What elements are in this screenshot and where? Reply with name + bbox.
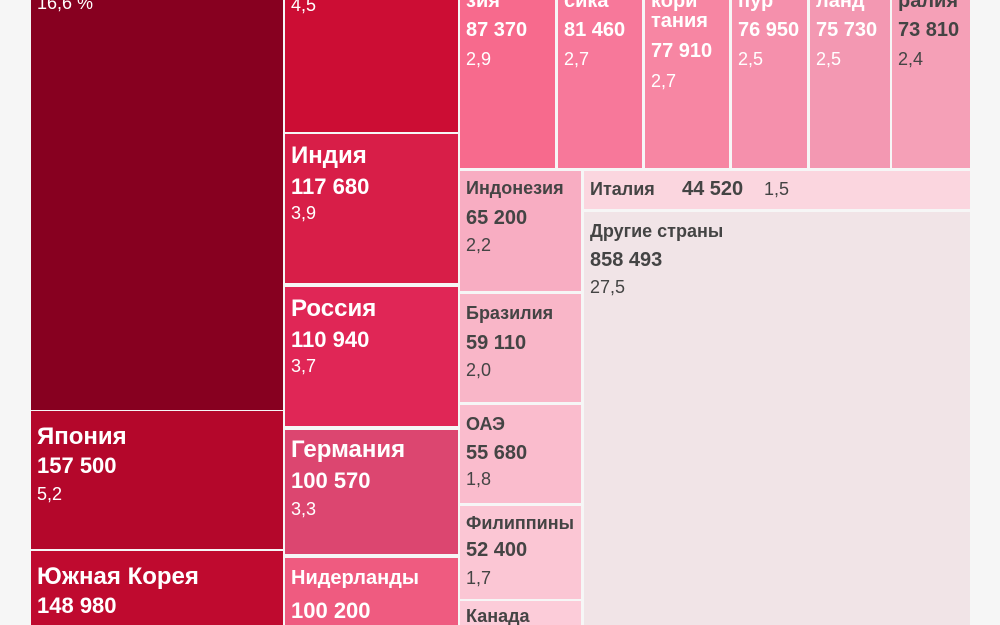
tile-label-cont: тания [651,10,708,32]
tile-label: ОАЭ [466,414,505,434]
tile-value: 59 110 [466,332,527,354]
tile-label: Южная Корея [37,563,199,590]
tile-percent: 1,8 [466,469,492,489]
tile-label: Филиппины [466,513,574,533]
tile-label: Россия [291,295,377,322]
tile-percent: 2,7 [651,71,677,91]
tile-япония: Япония 157 500 5,2 [31,411,283,549]
tile-канада: Канада [460,601,581,625]
tile-percent: 3,7 [291,356,317,376]
tile-бразилия: Бразилия 59 110 2,0 [460,294,581,402]
tile-percent: 2,5 [816,49,842,69]
tile-label: зия [466,0,500,12]
tile-пур: пур 76 950 2,5 [732,0,807,168]
tile-value: 858 493 [590,249,663,271]
tile-россия: Россия 110 940 3,7 [285,287,458,426]
tile-percent: 27,5 [590,277,626,297]
tile-percent: 2,2 [466,235,492,255]
tile-percent: 2,5 [738,49,764,69]
tile-label: ланд [816,0,865,12]
tile-германия: Германия 100 570 3,3 [285,430,458,554]
tile-value: 73 810 [898,19,960,41]
tile-value: 76 950 [738,19,800,41]
tile-value: 148 980 [37,593,117,618]
tile-label: ралия [898,0,959,12]
tile-label: Канада [466,606,530,625]
tile-value: 157 500 [37,453,117,478]
tile-label: Япония [37,423,127,450]
tile-индия: Индия 117 680 3,9 [285,134,458,283]
tile-оаэ: ОАЭ 55 680 1,8 [460,405,581,503]
tile-ланд: ланд 75 730 2,5 [810,0,890,168]
tile-label: сика [564,0,609,12]
tile-percent: 2,7 [564,49,590,69]
tile-value: 100 200 [291,598,371,623]
tile-label: Другие страны [590,221,724,241]
tile-южная-корея: Южная Корея 148 980 [31,551,283,625]
tile-label: Индонезия [466,178,564,198]
tile-зия: зия 87 370 2,9 [460,0,555,168]
tile-percent: 4,5 [291,0,317,15]
tile-item-3: 137 6104,5 [285,0,458,132]
tile-label: Германия [291,436,406,463]
tile-италия: Италия 44 520 1,5 [584,171,970,209]
tile-label: Нидерланды [291,567,419,589]
tile-percent: 16,6 % [37,0,94,13]
tile-сика: сика 81 460 2,7 [558,0,642,168]
tile-value: 81 460 [564,19,626,41]
tile-percent: 1,7 [466,568,492,588]
tile-филиппины: Филиппины 52 400 1,7 [460,506,581,599]
tile-percent: 3,9 [291,203,317,223]
tile-value: 117 680 [291,174,370,199]
tile-percent: 2,9 [466,49,492,69]
tile-нидерланды: Нидерланды 100 200 [285,558,458,625]
tile-percent: 5,2 [37,484,63,504]
tile-value: 52 400 [466,539,528,561]
tile-label: Индия [291,142,367,169]
tile-value: 75 730 [816,19,878,41]
tile-индонезия: Индонезия 65 200 2,2 [460,171,581,291]
tile-value: 44 520 [682,178,744,200]
tile-value: 100 570 [291,468,371,493]
tile-percent: 3,3 [291,499,317,519]
tile-ралия: ралия 73 810 2,4 [892,0,970,168]
tile-value: 87 370 [466,19,528,41]
tile-value: 110 940 [291,327,370,352]
tile-percent: 2,0 [466,360,492,380]
tile-label: пур [738,0,774,12]
tile-коритания: кори тания 77 910 2,7 [645,0,729,168]
tile-label: Бразилия [466,303,554,323]
tile-label: кори [651,0,698,12]
tile-другие-страны: Другие страны 858 493 27,5 [584,212,970,625]
tile-value: 55 680 [466,442,528,464]
tile-value: 65 200 [466,207,528,229]
tile-value: 77 910 [651,40,713,62]
tile-item-0: 501 220 млн $16,6 % [31,0,283,410]
tile-percent: 2,4 [898,49,924,69]
tile-percent: 1,5 [764,179,790,199]
tile-label: Италия [590,179,655,199]
